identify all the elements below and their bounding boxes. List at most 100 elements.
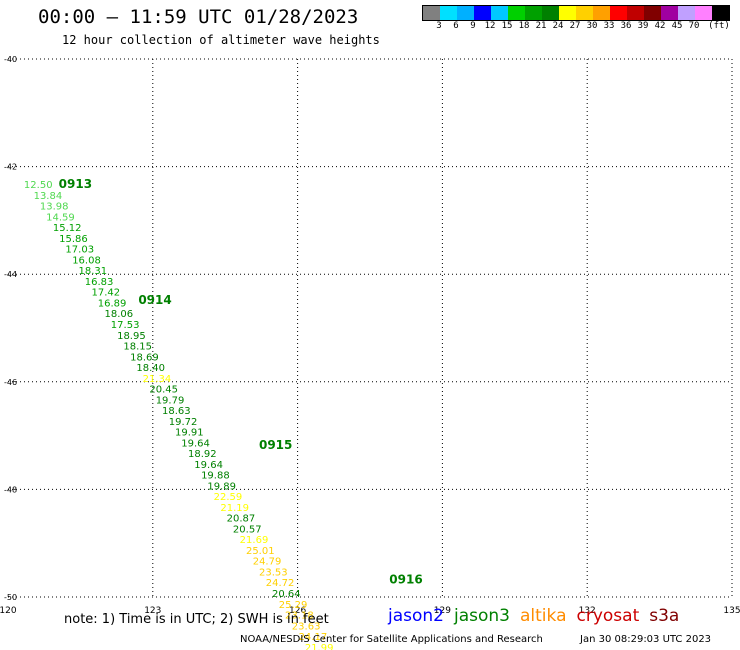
pass-time-label: 0915	[259, 438, 292, 452]
color-scale-swatch	[559, 6, 576, 20]
swh-value-label: 25.01	[246, 546, 275, 557]
swh-value-label: 16.08	[72, 255, 101, 266]
legend-item-s3a: s3a	[649, 606, 680, 626]
y-tick-label: -42	[4, 163, 17, 172]
color-scale-swatch	[508, 6, 525, 20]
axis-ticks: 120 123 126 129 132 135 -40 -42 -44 -46 -48 -50	[0, 55, 740, 616]
color-scale-label: 42	[654, 21, 666, 31]
color-scale-label: 33	[603, 21, 615, 31]
swh-value-label: 19.64	[194, 460, 223, 471]
color-scale-label: 36	[620, 21, 632, 31]
swh-value-label: 21.34	[143, 374, 172, 385]
color-scale-swatch	[423, 6, 440, 20]
color-scale-swatch	[644, 6, 661, 20]
color-scale-label: 45	[671, 21, 683, 31]
color-scale-swatch	[525, 6, 542, 20]
x-tick-label: 135	[723, 606, 740, 616]
chart-title: 00:00 – 11:59 UTC 01/28/2023	[38, 6, 359, 28]
color-scale-swatch	[576, 6, 593, 20]
color-scale-label: 18	[518, 21, 530, 31]
swh-value-label: 19.79	[156, 395, 185, 406]
color-scale-label: 30	[586, 21, 598, 31]
x-tick-label: 126	[289, 606, 306, 616]
swh-value-label: 18.15	[123, 342, 152, 353]
color-scale-swatch	[457, 6, 474, 20]
pass-time-label: 0914	[138, 293, 171, 307]
color-scale-swatch	[712, 6, 729, 20]
chart-subtitle: 12 hour collection of altimeter wave hei…	[62, 33, 380, 47]
pass-time-label: 0913	[59, 177, 92, 191]
swh-value-label: 15.86	[59, 234, 88, 245]
swh-value-label: 20.45	[149, 385, 178, 396]
swh-value-label: 24.79	[253, 557, 282, 568]
color-scale-swatch	[474, 6, 491, 20]
swh-value-label: 21.99	[305, 643, 334, 650]
swh-value-label: 20.87	[227, 514, 256, 525]
data-points: 12.5013.8413.9814.5915.1215.8617.0316.08…	[24, 180, 334, 650]
footer-note: note: 1) Time is in UTC; 2) SWH is in fe…	[64, 612, 329, 627]
time-labels: 0913 0914 0915 0916	[59, 177, 423, 586]
legend-item-altika: altika	[520, 606, 567, 626]
x-tick-label: 129	[434, 606, 451, 616]
swh-value-label: 19.91	[175, 428, 204, 439]
footer-source: NOAA/NESDIS Center for Satellite Applica…	[240, 634, 543, 645]
legend-item-jason3: jason3	[454, 606, 510, 626]
swh-value-label: 23.53	[259, 567, 288, 578]
swh-value-label: 18.69	[130, 352, 159, 363]
color-scale-label: (ft)	[708, 21, 730, 31]
swh-value-label: 25.29	[279, 600, 308, 611]
swh-value-label: 18.40	[136, 363, 165, 374]
color-scale-swatch	[440, 6, 457, 20]
color-scale-swatch	[610, 6, 627, 20]
swh-value-label: 21.69	[240, 535, 269, 546]
swh-value-label: 19.88	[201, 471, 230, 482]
color-scale-swatch	[695, 6, 712, 20]
swh-value-label: 19.72	[169, 417, 198, 428]
color-scale-label: 27	[569, 21, 581, 31]
swh-value-label: 20.64	[272, 589, 301, 600]
y-tick-label: -44	[4, 270, 17, 279]
swh-value-label: 17.03	[65, 245, 94, 256]
pass-time-label: 0916	[389, 573, 422, 587]
color-scale-bar	[422, 5, 730, 21]
swh-value-label: 20.57	[233, 524, 262, 535]
color-scale-label: 6	[453, 21, 459, 31]
color-scale-swatch	[491, 6, 508, 20]
y-tick-label: -50	[4, 593, 17, 602]
color-scale-labels: 3 6 9 12 15 18 21 24 27 30 33 36 39 42 45 70 (ft)	[422, 21, 740, 33]
color-scale-label: 39	[637, 21, 649, 31]
legend-item-jason2: jason2	[388, 606, 444, 626]
swh-value-label: 15.12	[53, 223, 82, 234]
color-scale-label: 21	[535, 21, 547, 31]
color-scale-label: 24	[552, 21, 564, 31]
color-scale-swatch	[542, 6, 559, 20]
color-scale-label: 70	[688, 21, 700, 31]
y-tick-label: -40	[4, 55, 17, 64]
swh-value-label: 13.98	[40, 202, 69, 213]
swh-value-label: 19.64	[181, 438, 210, 449]
swh-value-label: 24.17	[299, 632, 328, 643]
satellite-legend: jason2 jason3 altika cryosat s3a	[388, 606, 689, 626]
swh-value-label: 17.42	[92, 288, 121, 299]
swh-value-label: 19.89	[207, 481, 236, 492]
swh-value-label: 22.59	[214, 492, 243, 503]
swh-value-label: 18.95	[117, 331, 146, 342]
color-scale-label: 3	[436, 21, 442, 31]
swh-value-label: 14.59	[46, 212, 75, 223]
x-tick-label: 123	[144, 606, 161, 616]
swh-value-label: 23.63	[292, 621, 321, 632]
color-scale-label: 12	[484, 21, 496, 31]
y-tick-label: -46	[4, 378, 17, 387]
swh-value-label: 12.50	[24, 180, 53, 191]
grid-lines	[8, 58, 733, 598]
color-scale-swatch	[593, 6, 610, 20]
color-scale-swatch	[678, 6, 695, 20]
swh-value-label: 18.63	[162, 406, 191, 417]
legend-item-cryosat: cryosat	[576, 606, 640, 626]
x-tick-label: 132	[579, 606, 596, 616]
color-scale-swatch	[661, 6, 678, 20]
swh-value-label: 16.83	[85, 277, 114, 288]
swh-value-label: 23.18	[285, 611, 314, 622]
swh-value-label: 13.84	[34, 191, 63, 202]
